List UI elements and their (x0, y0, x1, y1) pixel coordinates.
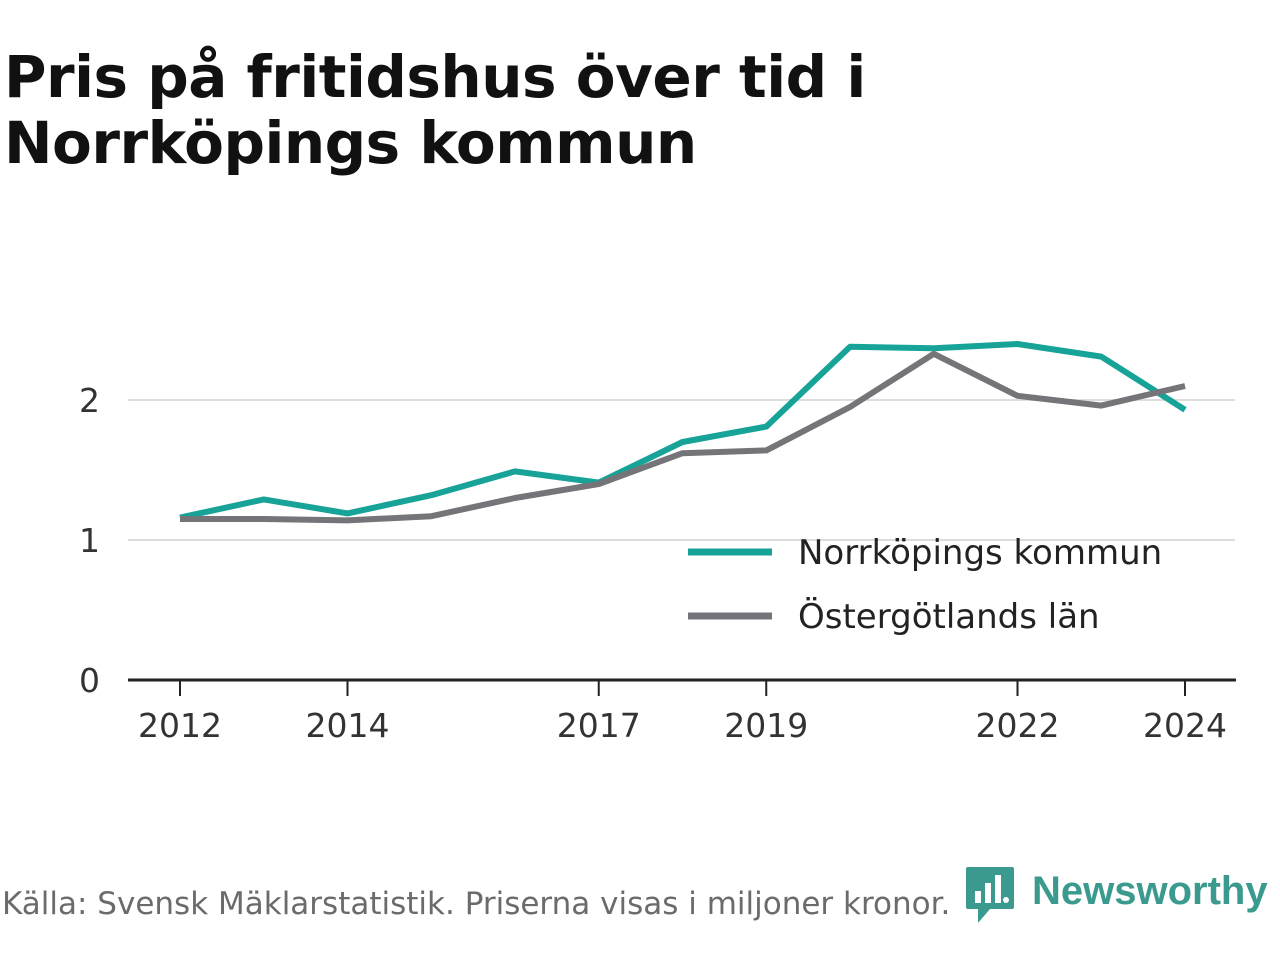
series-lines (179, 341, 1187, 524)
brand[interactable]: Newsworthy (964, 864, 1268, 928)
series-line-östergötlands-län (180, 350, 1186, 524)
y-tick-label: 0 (79, 661, 100, 700)
y-tick-label: 1 (79, 521, 100, 560)
y-tick-label: 2 (79, 381, 100, 420)
source-note: Källa: Svensk Mäklarstatistik. Priserna … (2, 886, 951, 922)
newsworthy-logo-icon (966, 867, 1014, 923)
chart-title: Pris på fritidshus över tid i Norrköping… (4, 43, 866, 177)
legend-label: Östergötlands län (798, 596, 1100, 637)
x-tick-label: 2014 (306, 706, 390, 745)
x-tick-label: 2017 (557, 706, 641, 745)
x-axis: 2012 2014 2017 2019 2022 2024 (128, 678, 1236, 745)
x-tick-label: 2024 (1143, 706, 1227, 745)
legend: Norrköpings kommun Östergötlands län (688, 533, 1162, 637)
brand-name: Newsworthy (1032, 868, 1268, 913)
series-line-norrköpings-kommun (179, 341, 1187, 521)
y-axis: 0 1 2 (79, 381, 100, 700)
line-chart: 2012 2014 2017 2019 2022 2024 0 1 2 Norrköpings… (79, 341, 1236, 745)
x-tick-label: 2012 (138, 706, 222, 745)
x-tick-label: 2019 (724, 706, 808, 745)
x-tick-label: 2022 (976, 706, 1060, 745)
legend-label: Norrköpings kommun (798, 533, 1162, 573)
